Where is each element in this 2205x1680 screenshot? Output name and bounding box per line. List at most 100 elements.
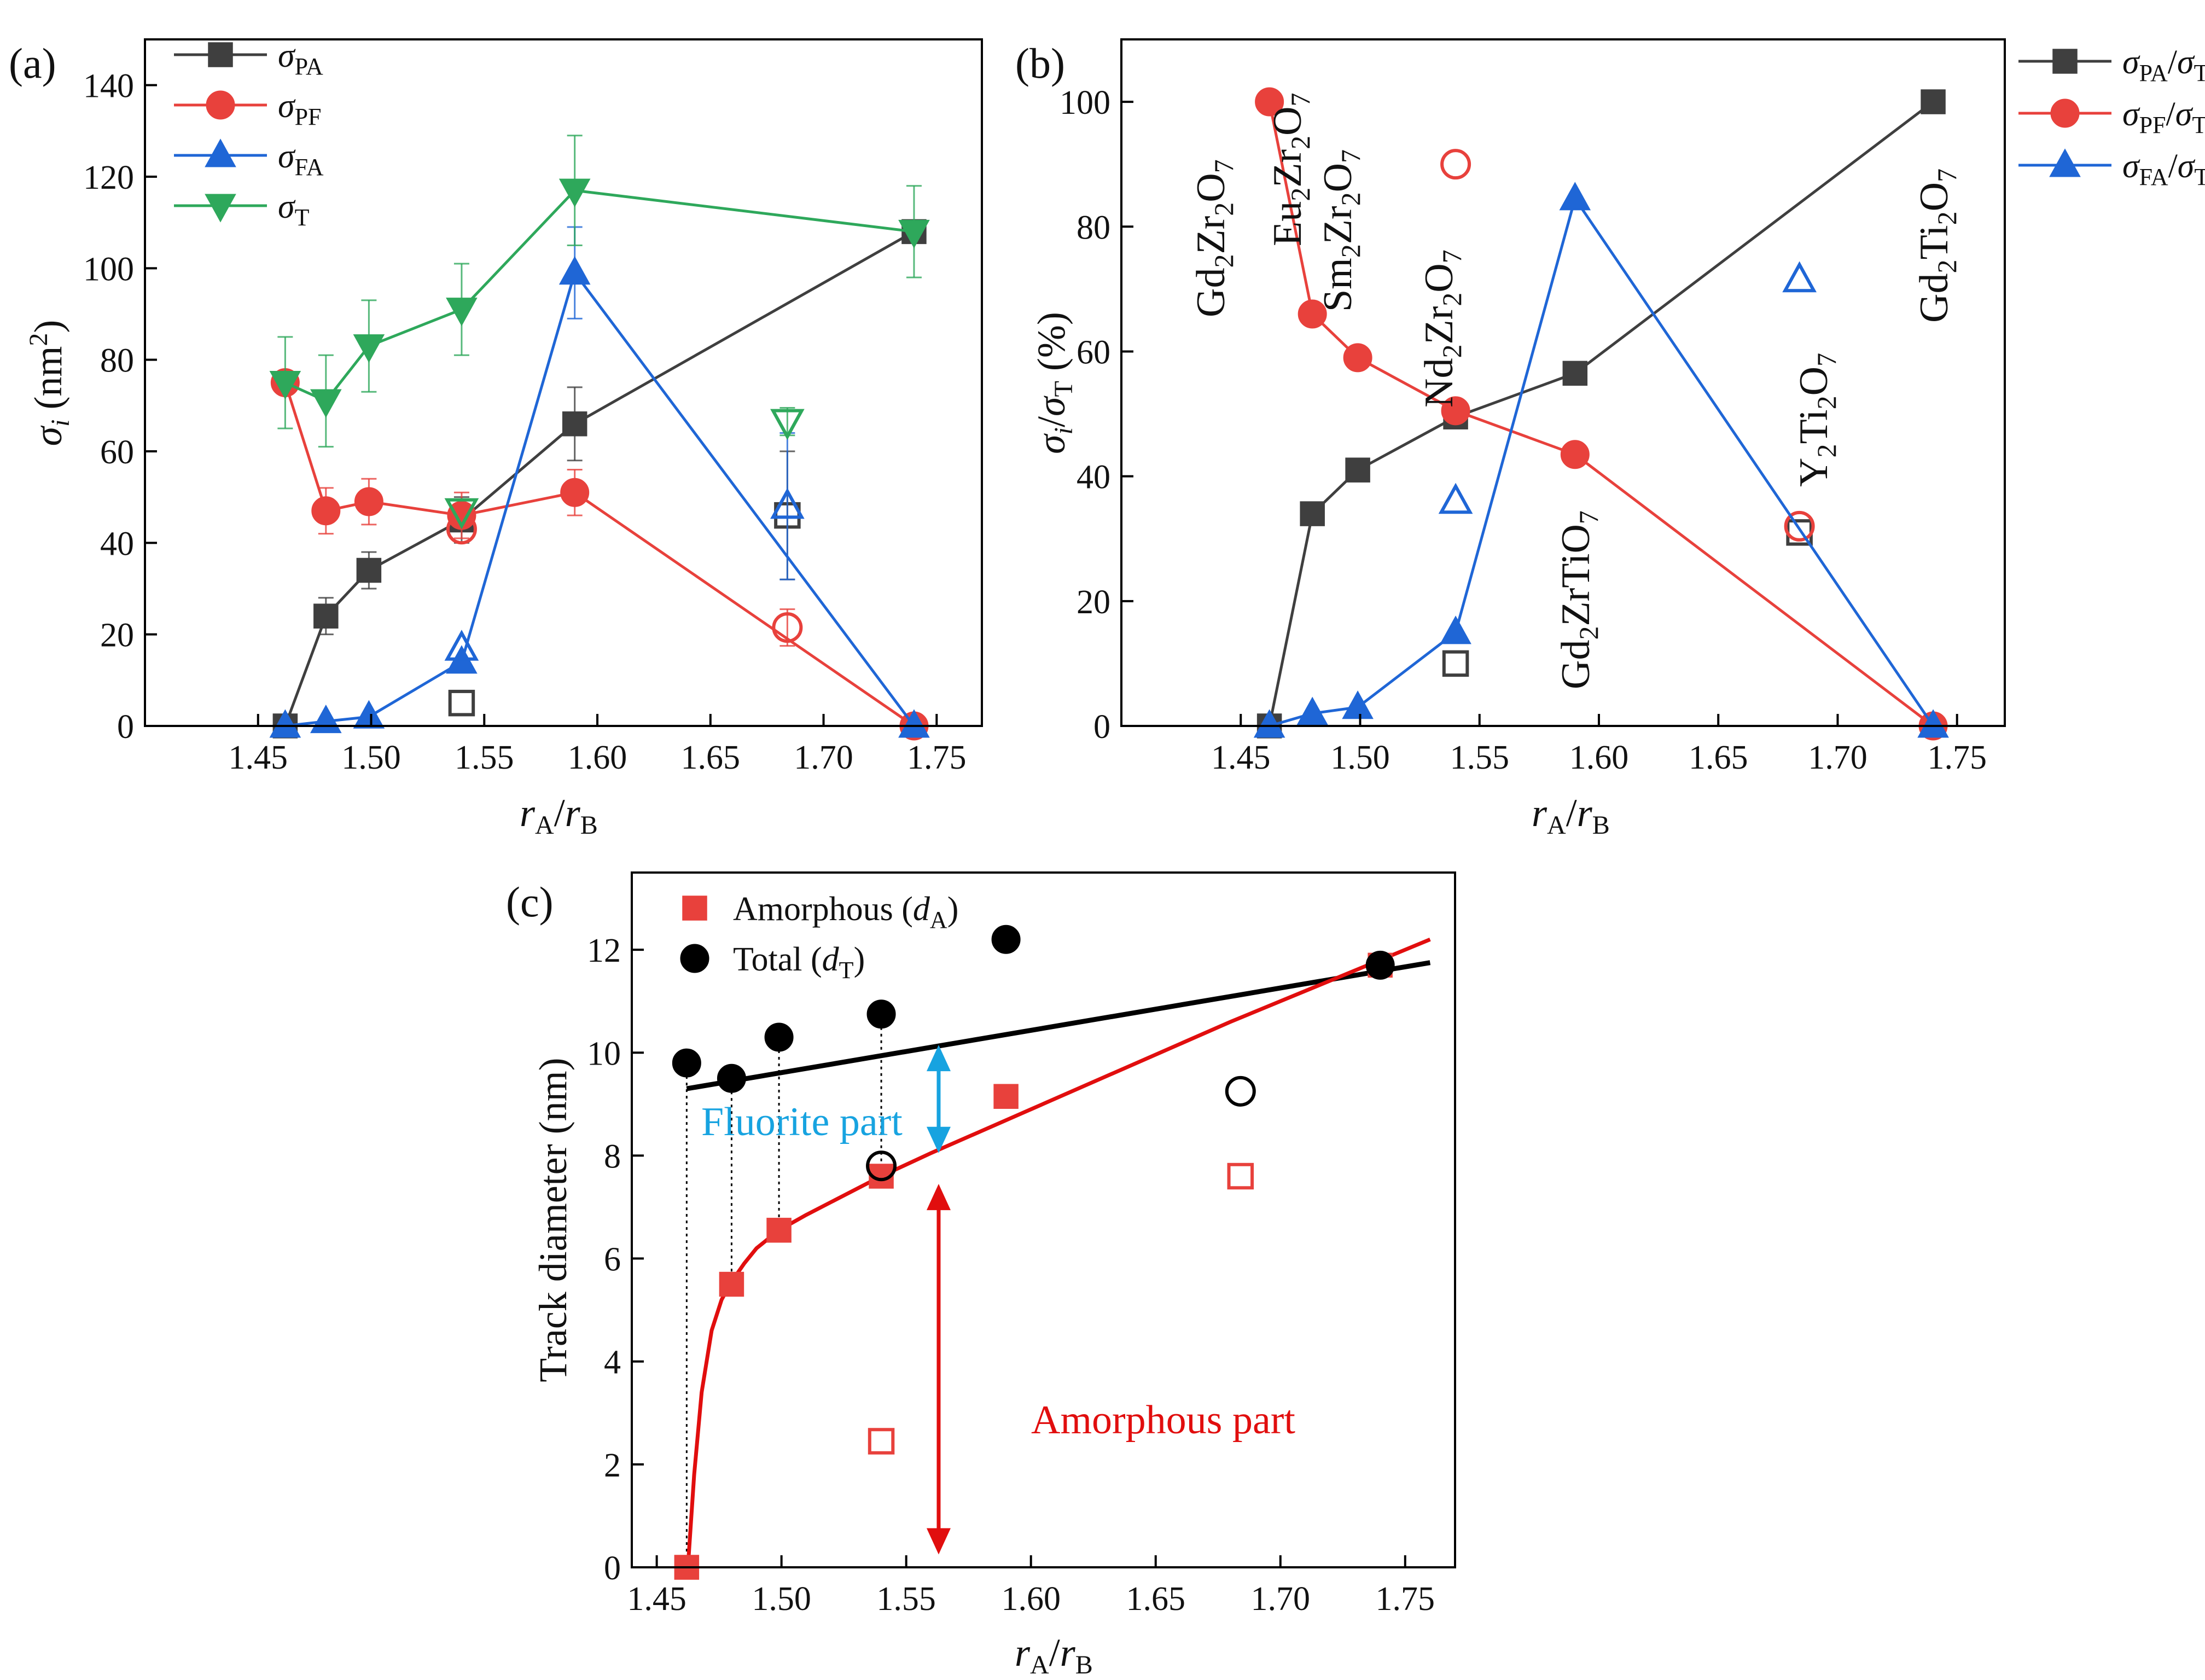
panel-c-annotations: Fluorite part Amorphous part xyxy=(701,1100,1295,1443)
y-tick-label: 60 xyxy=(100,434,134,471)
series-line-pa xyxy=(1268,101,1934,726)
y-tick-label: 80 xyxy=(1077,209,1110,246)
legend-entry-pa: σPA xyxy=(174,37,323,80)
x-tick-label: 1.50 xyxy=(752,1580,811,1618)
open-point-pa xyxy=(448,689,475,717)
compound-label-gd2zrtio7: Gd2ZrTiO7 xyxy=(1554,510,1604,689)
compound-label-eu2zr2o7: Eu2Zr2O7 xyxy=(1265,92,1316,246)
x-tick-label: 1.55 xyxy=(876,1580,936,1618)
data-point-pf xyxy=(354,487,383,516)
data-point-t xyxy=(717,1063,746,1093)
legend-entry-t: σT xyxy=(174,188,310,231)
fluorite-part-label: Fluorite part xyxy=(701,1100,903,1144)
y-tick-label: 100 xyxy=(1060,84,1110,121)
open-point-pa xyxy=(1442,650,1469,677)
x-tick-label: 1.60 xyxy=(1569,739,1629,776)
series-line-pf xyxy=(283,382,915,728)
x-tick-label: 1.50 xyxy=(341,739,401,776)
y-tick-label: 6 xyxy=(604,1241,621,1278)
legend-label: σPA xyxy=(278,37,323,80)
data-point-t xyxy=(991,925,1021,954)
data-point-t xyxy=(446,298,478,327)
open-point-a xyxy=(868,1428,895,1455)
panel-c-y-axis-title: Track diameter (nm) xyxy=(531,1057,575,1382)
x-tick-label: 1.70 xyxy=(1251,1580,1311,1618)
legend-marker xyxy=(205,138,236,167)
amorphous-part-label: Amorphous part xyxy=(1031,1398,1295,1443)
panel-a-tag: (a) xyxy=(9,39,56,87)
panel-b-x-axis-title: rA/rB xyxy=(1532,791,1610,840)
data-point-t xyxy=(672,1048,701,1078)
data-point-fa xyxy=(1917,709,1949,738)
legend-label: σT xyxy=(278,188,310,231)
data-point-fa xyxy=(1440,615,1471,644)
fit-line-total xyxy=(686,960,1431,1091)
panel-c-y-ticks: 0 2 4 6 8 10 12 xyxy=(587,932,644,1587)
open-point-t xyxy=(770,409,805,440)
legend-entry-pa: σPA/σT xyxy=(2018,44,2205,86)
x-tick-label: 1.75 xyxy=(1927,739,1987,776)
data-point-t xyxy=(310,389,342,418)
data-point-t xyxy=(269,371,301,400)
y-tick-label: 60 xyxy=(1077,334,1110,371)
data-point-fa xyxy=(1342,690,1374,719)
y-tick-label: 0 xyxy=(117,708,134,746)
data-point-pa xyxy=(1345,457,1370,483)
data-point-a xyxy=(766,1218,792,1243)
legend-marker xyxy=(2052,49,2078,74)
data-point-fa xyxy=(1559,182,1591,211)
amorphous-arrow xyxy=(926,1184,951,1555)
series-line-t xyxy=(284,189,915,403)
panel-c-x-axis-title: rA/rB xyxy=(1015,1631,1093,1679)
y-tick-label: 140 xyxy=(83,68,134,105)
data-point-t xyxy=(764,1022,794,1052)
open-point-t xyxy=(866,1150,897,1182)
data-point-pf xyxy=(1441,396,1470,426)
open-point-pf xyxy=(1440,149,1471,180)
legend-label: Total (dT) xyxy=(733,941,865,984)
panel-a-y-ticks: 0 20 40 60 80 100 120 140 xyxy=(83,68,157,746)
legend-label: σPF/σT xyxy=(2122,96,2205,138)
y-tick-label: 20 xyxy=(1077,584,1110,621)
data-point-pa xyxy=(1300,501,1325,526)
legend-marker xyxy=(2050,98,2080,128)
x-tick-label: 1.65 xyxy=(1689,739,1748,776)
panel-b-tag: (b) xyxy=(1015,39,1065,87)
open-point-a xyxy=(1227,1162,1254,1190)
panel-a-plot xyxy=(269,135,930,741)
panel-b-y-ticks: 0 20 40 60 80 100 xyxy=(1060,84,1133,746)
y-tick-label: 4 xyxy=(604,1344,621,1381)
open-point-fa xyxy=(770,487,805,519)
x-tick-label: 1.75 xyxy=(907,739,967,776)
legend-marker xyxy=(682,896,707,921)
x-tick-label: 1.45 xyxy=(1211,739,1271,776)
data-point-fa xyxy=(353,700,385,729)
fluorite-arrow xyxy=(926,1045,951,1153)
data-point-pf xyxy=(1560,440,1590,469)
data-point-fa xyxy=(269,709,301,738)
data-point-a xyxy=(719,1271,744,1297)
data-point-pa xyxy=(313,603,339,629)
panel-b-legend: σPA/σT σPF/σT σFA/σT xyxy=(2018,44,2205,190)
y-tick-label: 12 xyxy=(587,932,621,969)
panel-a-x-ticks: 1.45 1.50 1.55 1.60 1.65 1.70 1.75 xyxy=(229,714,967,776)
panel-b-y-axis-title: σi/σT (%) xyxy=(1029,312,1078,454)
panel-b-frame xyxy=(1120,38,2006,727)
legend-entry-fa: σFA xyxy=(174,138,324,181)
data-point-pf xyxy=(311,496,341,526)
data-point-t xyxy=(898,219,930,249)
panel-c-frame xyxy=(631,871,1456,1568)
data-point-t xyxy=(1365,950,1395,980)
compound-label-gd2zr2o7: Gd2Zr2O7 xyxy=(1189,159,1239,317)
open-point-pf xyxy=(772,612,803,643)
x-tick-label: 1.45 xyxy=(627,1580,686,1618)
data-point-t xyxy=(558,178,591,207)
panel-a-x-axis-title: rA/rB xyxy=(520,791,598,840)
legend-label: σPF xyxy=(278,88,322,130)
y-tick-label: 10 xyxy=(587,1035,621,1072)
legend-marker xyxy=(680,944,709,973)
panel-c-plot xyxy=(672,925,1431,1580)
open-point-fa xyxy=(1438,483,1473,514)
